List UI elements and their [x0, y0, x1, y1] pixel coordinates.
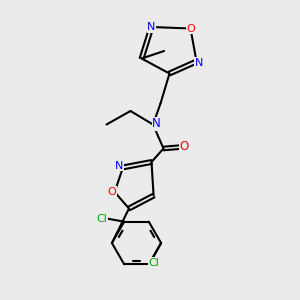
- Text: N: N: [115, 161, 124, 171]
- Text: N: N: [147, 22, 156, 32]
- Text: O: O: [180, 140, 189, 154]
- Text: O: O: [186, 23, 195, 34]
- Text: Cl: Cl: [148, 257, 159, 268]
- Text: N: N: [194, 58, 203, 68]
- Text: Cl: Cl: [97, 214, 108, 224]
- Text: O: O: [107, 187, 116, 197]
- Text: N: N: [152, 117, 161, 130]
